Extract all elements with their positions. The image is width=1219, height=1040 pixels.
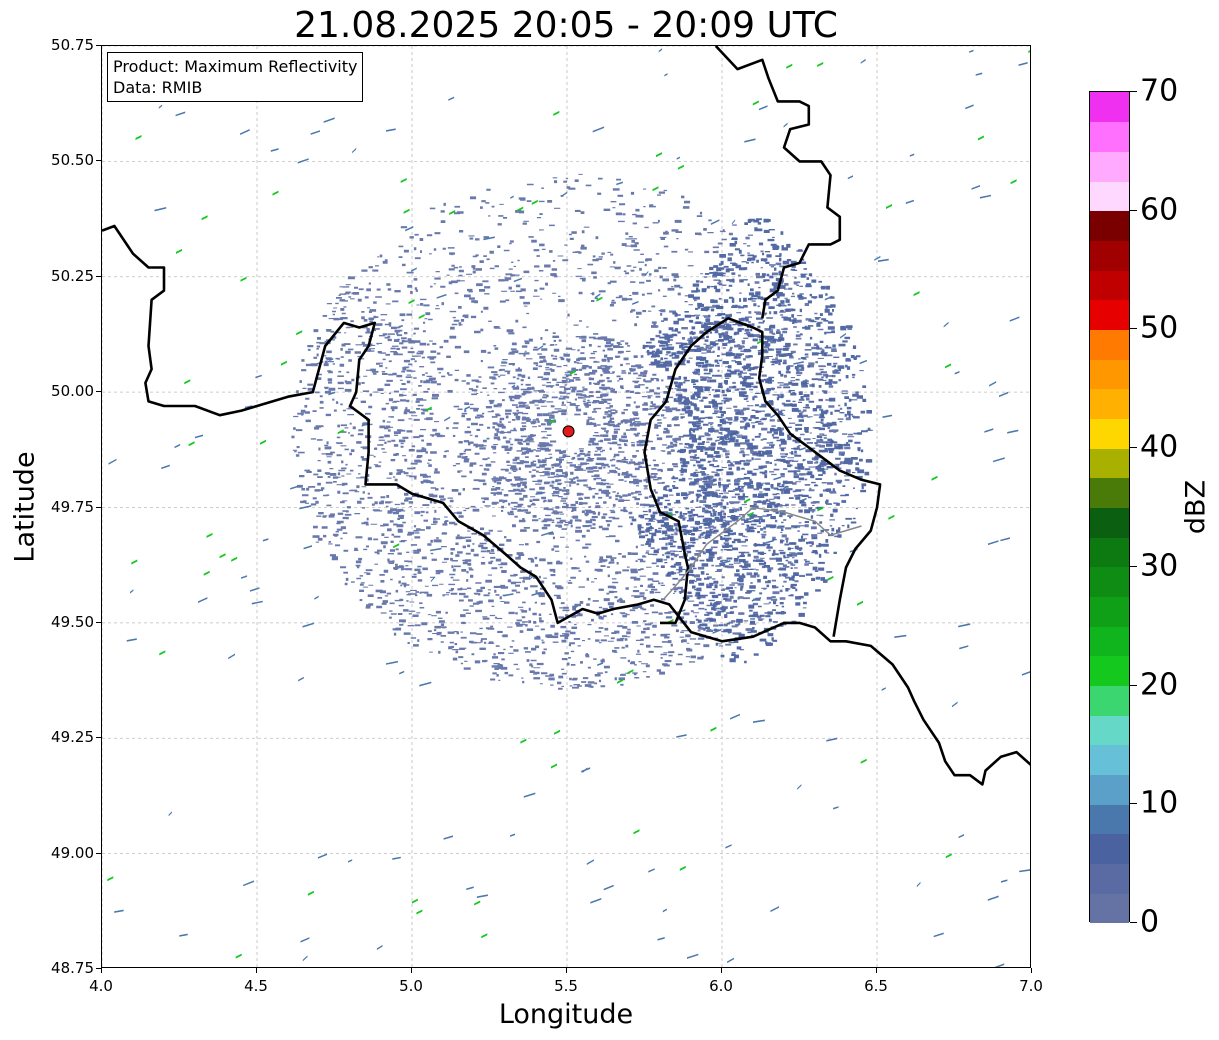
colorbar-segment — [1090, 774, 1129, 805]
colorbar-tick-label: 30 — [1140, 548, 1179, 584]
colorbar-segment — [1090, 804, 1129, 835]
colorbar-segment — [1090, 863, 1129, 894]
colorbar-segment — [1090, 537, 1129, 568]
colorbar-segment — [1090, 181, 1129, 212]
colorbar-segment — [1090, 893, 1129, 924]
colorbar — [1089, 91, 1130, 924]
x-tick-label: 4.5 — [244, 977, 268, 995]
colorbar-tick-mark — [1130, 91, 1137, 92]
colorbar-segment — [1090, 685, 1129, 716]
colorbar-segment — [1090, 329, 1129, 360]
radar-map[interactable] — [101, 45, 1031, 968]
colorbar-segment — [1090, 388, 1129, 419]
echo-cluster-main — [291, 173, 853, 690]
y-tick-label: 49.25 — [51, 728, 94, 747]
colorbar-segment — [1090, 92, 1129, 123]
colorbar-title-text: dBZ — [1180, 479, 1212, 535]
colorbar-segment — [1090, 151, 1129, 182]
colorbar-segment — [1090, 270, 1129, 301]
y-tick-mark — [96, 160, 101, 162]
border-northeast — [714, 46, 842, 319]
x-tick-label: 5.5 — [554, 977, 578, 995]
colorbar-segment — [1090, 477, 1129, 508]
y-tick-mark — [96, 275, 101, 277]
luxembourg-internal — [662, 506, 862, 601]
colorbar-segment — [1090, 626, 1129, 657]
colorbar-tick-label: 50 — [1140, 310, 1179, 346]
radar-site-marker — [562, 425, 575, 438]
colorbar-segment — [1090, 359, 1129, 390]
x-tick-mark — [1031, 968, 1032, 973]
colorbar-segment — [1090, 507, 1129, 538]
data-source-label: Data: RMIB — [113, 78, 203, 97]
x-tick-mark — [566, 968, 567, 973]
colorbar-tick-label: 70 — [1140, 73, 1179, 109]
x-tick-label: 5.0 — [399, 977, 423, 995]
x-tick-mark — [721, 968, 722, 973]
radar-site-layer — [562, 425, 575, 438]
colorbar-tick-mark — [1130, 684, 1137, 686]
colorbar-tick-mark — [1130, 565, 1137, 567]
colorbar-tick-mark — [1130, 447, 1137, 449]
y-tick-label: 50.25 — [51, 266, 94, 285]
y-tick-mark — [96, 852, 101, 854]
y-tick-label: 49.50 — [51, 612, 94, 631]
colorbar-tick-mark — [1130, 209, 1137, 211]
figure-title: 21.08.2025 20:05 - 20:09 UTC — [294, 5, 838, 46]
colorbar-segment — [1090, 418, 1129, 449]
colorbar-segment — [1090, 833, 1129, 865]
x-axis-label: Longitude — [498, 999, 634, 1030]
y-tick-label: 49.75 — [51, 497, 94, 516]
colorbar-tick-label: 60 — [1140, 192, 1179, 228]
colorbar-segment — [1090, 655, 1129, 687]
colorbar-segment — [1090, 210, 1129, 241]
map-canvas — [102, 46, 1030, 967]
x-tick-mark — [101, 968, 102, 973]
colorbar-segment — [1090, 299, 1129, 330]
colorbar-segment — [1090, 744, 1129, 776]
colorbar-tick-label: 0 — [1140, 904, 1160, 940]
country-borders — [102, 46, 1030, 786]
y-tick-label: 50.50 — [51, 151, 94, 170]
colorbar-tick-label: 10 — [1140, 785, 1179, 821]
x-tick-mark — [411, 968, 412, 973]
y-tick-mark — [96, 621, 101, 623]
colorbar-segment — [1090, 121, 1129, 152]
y-tick-mark — [96, 506, 101, 508]
x-tick-label: 4.0 — [89, 977, 113, 995]
x-tick-label: 6.0 — [709, 977, 733, 995]
colorbar-tick-mark — [1130, 328, 1137, 330]
y-tick-mark — [96, 737, 101, 739]
colorbar-tick-label: 40 — [1140, 429, 1179, 465]
x-tick-mark — [256, 968, 257, 973]
y-tick-label: 48.75 — [51, 959, 94, 977]
y-tick-label: 50.75 — [51, 36, 94, 54]
colorbar-segment — [1090, 448, 1129, 479]
product-info-box: Product: Maximum Reflectivity Data: RMIB — [107, 52, 364, 102]
echo-cluster-east — [630, 218, 873, 664]
colorbar-segment — [1090, 715, 1129, 746]
x-tick-mark — [876, 968, 877, 973]
y-tick-label: 50.00 — [51, 382, 94, 401]
y-tick-mark — [96, 45, 101, 46]
colorbar-segment — [1090, 240, 1129, 271]
y-tick-label: 49.00 — [51, 843, 94, 862]
x-tick-label: 6.5 — [864, 977, 888, 995]
border-west — [102, 224, 1030, 786]
colorbar-segment — [1090, 566, 1129, 598]
y-tick-mark — [96, 391, 101, 393]
colorbar-tick-mark — [1130, 803, 1137, 805]
product-label: Product: Maximum Reflectivity — [113, 57, 358, 76]
colorbar-tick-label: 20 — [1140, 667, 1179, 703]
radar-echoes — [107, 48, 1030, 967]
border-east — [643, 316, 882, 637]
grid-lines — [102, 46, 1030, 967]
colorbar-segment — [1090, 596, 1129, 627]
y-tick-mark — [96, 968, 101, 969]
x-tick-label: 7.0 — [1019, 977, 1043, 995]
colorbar-tick-mark — [1130, 922, 1137, 923]
echo-green-cells — [107, 50, 1030, 959]
